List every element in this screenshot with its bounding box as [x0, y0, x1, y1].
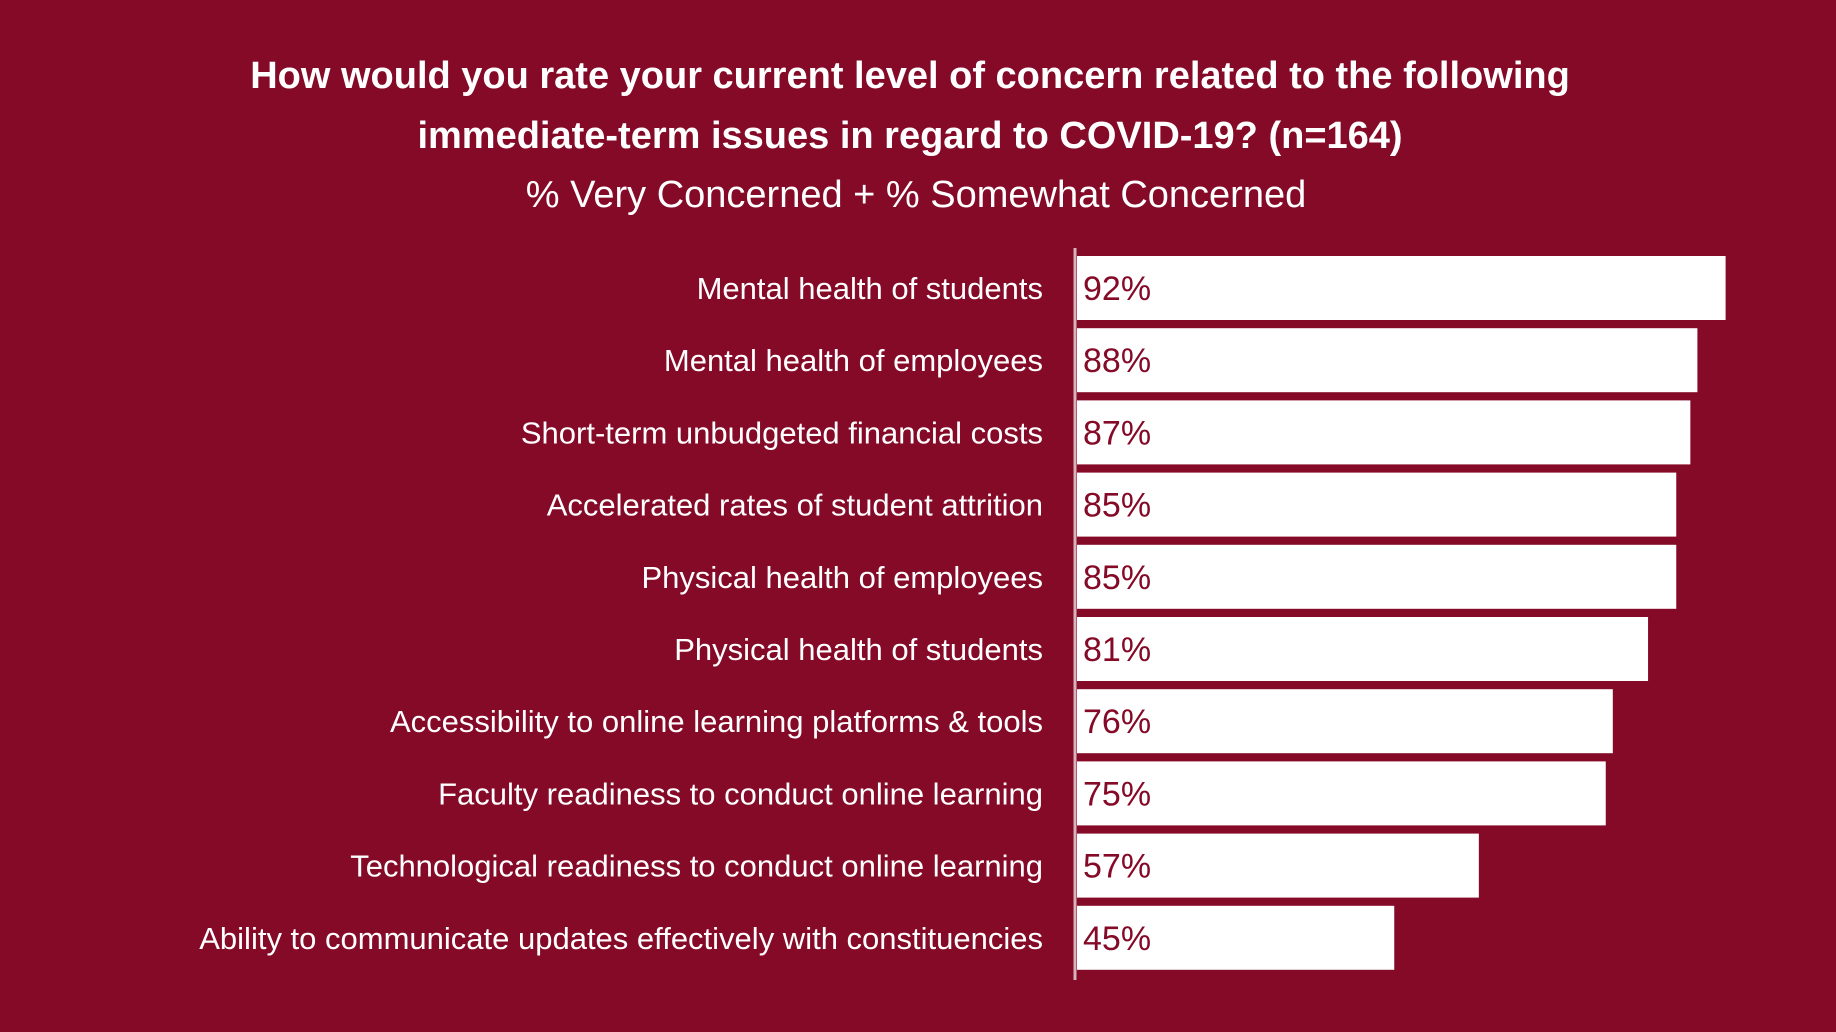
value-label-9: 57%: [1083, 848, 1151, 886]
bar-10: [1077, 905, 1395, 970]
category-label-3: Short-term unbudgeted financial costs: [521, 415, 1043, 450]
value-label-7: 76%: [1083, 703, 1151, 741]
value-label-6: 81%: [1083, 631, 1151, 669]
category-label-9: Technological readiness to conduct onlin…: [350, 849, 1043, 884]
value-label-1: 92%: [1083, 270, 1151, 308]
category-label-5: Physical health of employees: [641, 560, 1043, 595]
value-label-5: 85%: [1083, 559, 1151, 597]
bar-1: [1077, 256, 1726, 320]
value-label-3: 87%: [1083, 414, 1151, 452]
category-label-2: Mental health of employees: [664, 343, 1043, 378]
bar-8: [1077, 761, 1606, 826]
bar-3: [1077, 400, 1691, 465]
category-label-8: Faculty readiness to conduct online lear…: [438, 776, 1043, 811]
value-label-2: 88%: [1083, 342, 1151, 380]
bar-4: [1077, 472, 1677, 537]
value-label-4: 85%: [1083, 487, 1151, 525]
bar-9: [1077, 833, 1479, 898]
category-label-6: Physical health of students: [674, 632, 1043, 667]
bar-6: [1077, 617, 1649, 681]
value-label-8: 75%: [1083, 775, 1151, 813]
chart-title-line-2: immediate-term issues in regard to COVID…: [417, 115, 1402, 157]
bars-group: Mental health of students 92% Mental healt…: [199, 256, 1726, 970]
bar-7: [1077, 689, 1613, 754]
chart-title-line-1: How would you rate your current level of…: [250, 55, 1570, 97]
category-label-7: Accessibility to online learning platfor…: [390, 704, 1043, 739]
chart-subtitle: % Very Concerned + % Somewhat Concerned: [526, 174, 1306, 216]
category-label-4: Accelerated rates of student attrition: [547, 488, 1043, 523]
bar-2: [1077, 328, 1698, 393]
category-label-10: Ability to communicate updates effective…: [199, 921, 1043, 956]
category-label-1: Mental health of students: [697, 271, 1043, 306]
value-label-10: 45%: [1083, 920, 1151, 958]
bar-5: [1077, 544, 1677, 609]
